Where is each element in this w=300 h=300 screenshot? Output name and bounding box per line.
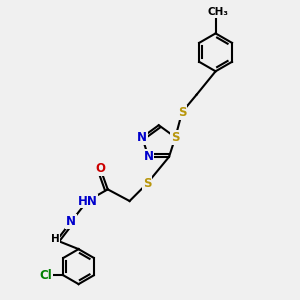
Text: CH₃: CH₃ (207, 7, 228, 17)
Text: S: S (143, 177, 151, 190)
Text: S: S (178, 106, 186, 118)
Text: N: N (143, 150, 154, 164)
Text: N: N (66, 215, 76, 228)
Text: N: N (137, 131, 147, 144)
Text: O: O (95, 162, 105, 176)
Text: S: S (171, 131, 180, 144)
Text: HN: HN (77, 194, 97, 208)
Text: H: H (51, 234, 60, 244)
Text: Cl: Cl (40, 269, 52, 282)
